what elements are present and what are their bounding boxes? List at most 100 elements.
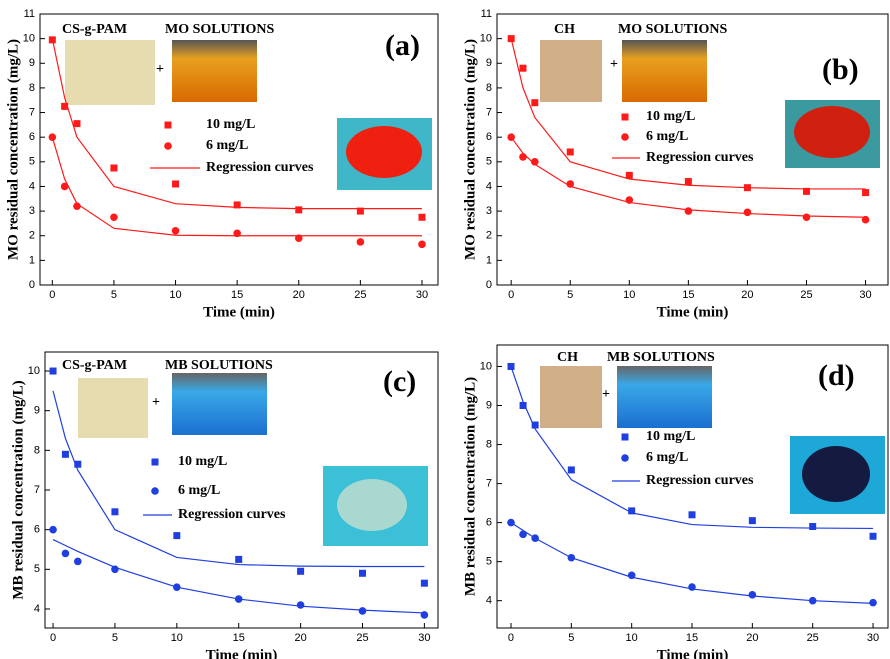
data-point (802, 213, 811, 222)
data-point (869, 532, 877, 540)
photo-chitosan (540, 40, 602, 102)
y-tick-label: 4 (34, 603, 40, 615)
x-tick-label: 30 (859, 289, 871, 301)
legend-marker (164, 121, 172, 129)
data-point (861, 215, 870, 224)
data-point (49, 525, 57, 534)
data-point (111, 508, 119, 516)
data-point (49, 367, 57, 375)
x-tick-label: 10 (626, 632, 638, 644)
x-tick-label: 5 (112, 632, 118, 644)
data-point (743, 208, 752, 217)
data-point (418, 240, 426, 249)
y-tick-label: 10 (480, 33, 492, 45)
y-tick-label: 8 (29, 82, 35, 94)
legend-marker (164, 142, 172, 150)
data-point (519, 153, 527, 161)
legend-label: 6 mg/L (646, 450, 688, 465)
x-tick-label: 25 (354, 289, 366, 301)
annotation: MO SOLUTIONS (165, 22, 275, 37)
y-tick-label: 4 (29, 180, 35, 192)
data-point (297, 567, 305, 575)
y-tick-label: 9 (486, 57, 492, 69)
y-tick-label: 11 (481, 8, 492, 20)
data-point (61, 549, 70, 558)
legend-label: 6 mg/L (178, 483, 220, 498)
data-point (566, 148, 574, 156)
data-point (519, 64, 527, 72)
y-tick-label: 8 (34, 444, 40, 456)
data-point (684, 178, 692, 186)
photo-vials (617, 366, 712, 428)
y-tick-label: 3 (486, 205, 492, 217)
y-tick-label: 4 (486, 595, 492, 607)
data-point (171, 227, 180, 235)
y-tick-label: 6 (34, 524, 40, 536)
legend-label: Regression curves (206, 160, 314, 175)
y-tick-label: 5 (34, 563, 40, 575)
data-point (173, 532, 181, 540)
x-tick-label: 15 (233, 632, 245, 644)
regression-curve (51, 137, 422, 237)
data-point (684, 207, 693, 215)
legend-label: Regression curves (646, 473, 754, 488)
x-tick-label: 25 (807, 632, 819, 644)
x-tick-label: 20 (746, 632, 758, 644)
plot-frame (39, 13, 439, 286)
plot-frame (496, 13, 889, 286)
x-tick-label: 15 (682, 289, 694, 301)
x-tick-label: 30 (867, 632, 879, 644)
legend-marker (151, 487, 159, 495)
photo-sponge (65, 40, 155, 105)
y-tick-label: 5 (486, 556, 492, 568)
data-point (567, 466, 575, 474)
annotation: + (610, 57, 618, 72)
photo-vials (172, 40, 257, 102)
y-tick-label: 10 (23, 33, 35, 45)
panel-label: (a) (385, 29, 420, 62)
data-point (61, 450, 69, 458)
legend-marker (621, 133, 629, 141)
data-point (358, 569, 366, 577)
legend-marker (621, 454, 629, 462)
data-point (73, 120, 81, 128)
legend-label: 6 mg/L (646, 129, 688, 144)
annotation: CS-g-PAM (62, 358, 127, 373)
legend-label: 6 mg/L (206, 138, 248, 153)
annotation: MB SOLUTIONS (607, 350, 715, 365)
y-tick-label: 1 (29, 254, 35, 266)
y-tick-label: 7 (34, 484, 40, 496)
data-point (74, 557, 82, 566)
photo-stain (337, 479, 407, 531)
legend-label: 10 mg/L (206, 117, 255, 132)
y-tick-label: 5 (29, 156, 35, 168)
data-point (862, 189, 870, 197)
data-point (802, 187, 810, 195)
x-tick-label: 20 (294, 632, 306, 644)
y-axis-label: MO residual concentration (mg/L) (462, 39, 478, 260)
data-point (531, 158, 539, 166)
legend-label: 10 mg/L (646, 429, 695, 444)
data-point (418, 213, 426, 221)
data-point (628, 507, 636, 515)
regression-curve (52, 390, 425, 568)
y-tick-label: 7 (29, 106, 35, 118)
photo-stain (346, 126, 422, 178)
legend-label: 10 mg/L (646, 109, 695, 124)
data-point (688, 511, 696, 519)
x-tick-label: 10 (169, 289, 181, 301)
annotation: MB SOLUTIONS (165, 358, 273, 373)
y-tick-label: 8 (486, 82, 492, 94)
y-tick-label: 2 (486, 230, 492, 242)
y-tick-label: 9 (34, 405, 40, 417)
annotation: MO SOLUTIONS (618, 22, 728, 37)
y-tick-label: 5 (486, 156, 492, 168)
panel-label: (c) (383, 365, 416, 398)
data-point (110, 213, 118, 222)
y-tick-label: 6 (29, 131, 35, 143)
regression-curve (510, 522, 874, 605)
y-tick-label: 7 (486, 477, 492, 489)
x-tick-label: 0 (508, 632, 514, 644)
regression-curve (510, 38, 866, 190)
x-tick-label: 25 (800, 289, 812, 301)
